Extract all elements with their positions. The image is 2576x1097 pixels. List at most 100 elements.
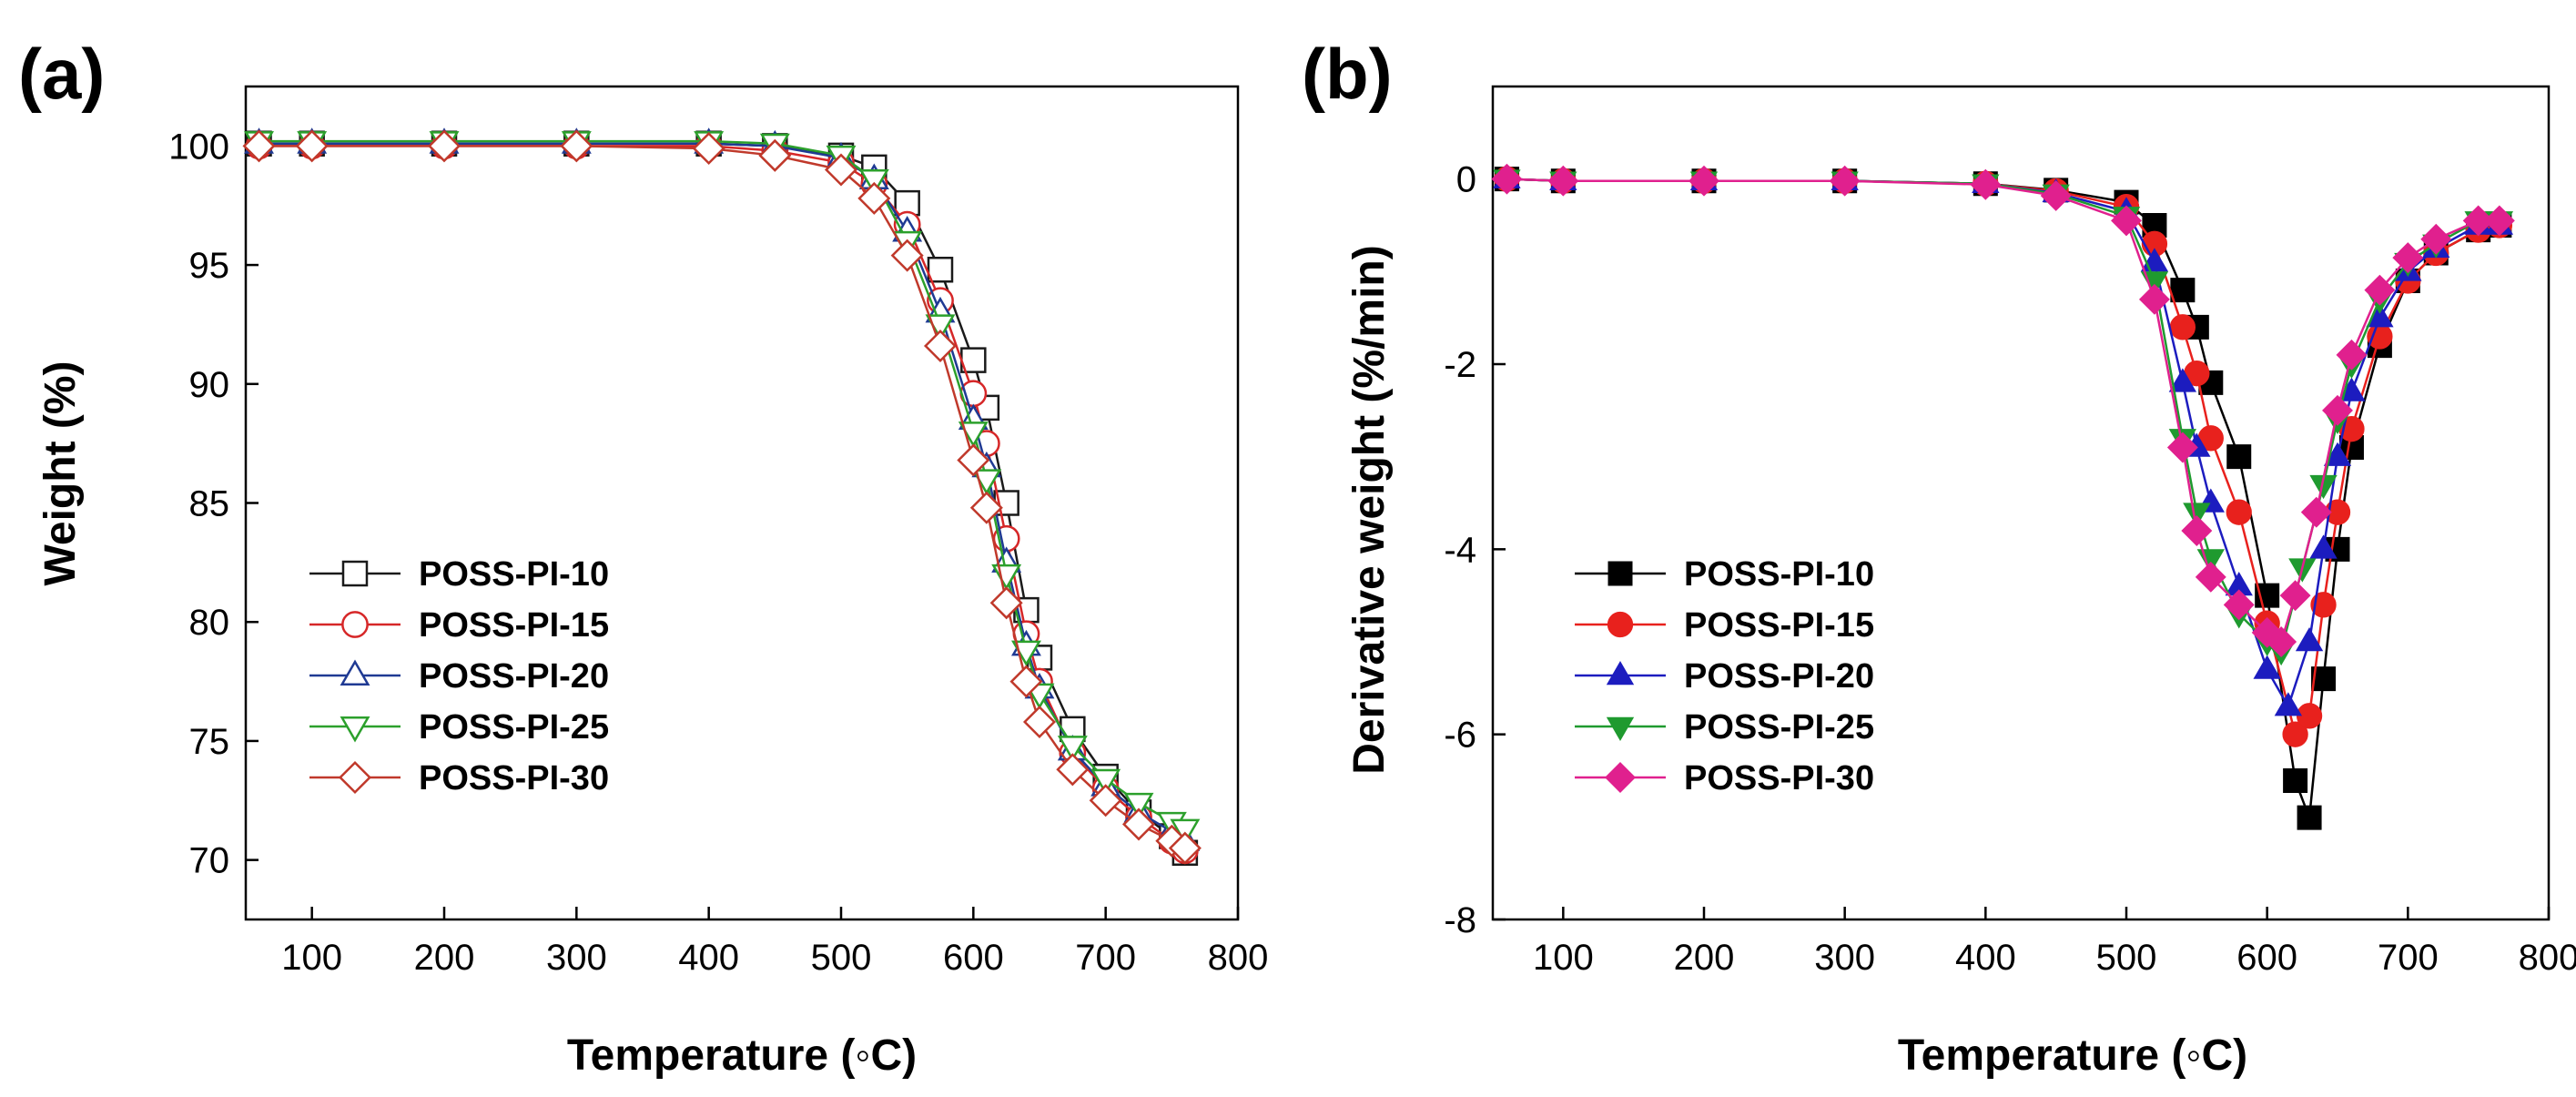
data-point (894, 189, 920, 217)
data-point (2169, 314, 2196, 340)
series-line (259, 145, 1186, 849)
series-line (1506, 178, 2500, 653)
legend-marker (340, 716, 370, 743)
data-point (2310, 592, 2337, 618)
data-point (2295, 627, 2324, 652)
x-tick-label: 700 (1075, 938, 1136, 978)
data-point (560, 129, 593, 163)
y-tick-label: 0 (1456, 160, 1476, 200)
legend-label: POSS-PI-30 (1684, 759, 1874, 797)
y-tick-label: 85 (189, 484, 230, 524)
x-tick-label: 600 (2236, 938, 2297, 978)
data-point (1056, 753, 1090, 787)
series-poss-pi-10 (1494, 167, 2512, 830)
y-tick-label: 100 (168, 127, 229, 167)
data-point (2367, 323, 2393, 350)
data-point (2223, 589, 2255, 621)
data-point (2166, 432, 2198, 463)
data-point (927, 257, 954, 283)
data-point (960, 347, 987, 373)
data-point (2282, 721, 2308, 747)
data-point (295, 129, 329, 163)
x-tick-label: 400 (1955, 938, 2016, 978)
data-point (2311, 666, 2337, 692)
legend-entry: POSS-PI-20 (1575, 657, 1874, 696)
panel-b-x-axis-title: Temperature (◦C) (1898, 1031, 2247, 1080)
legend-marker (338, 760, 372, 795)
y-tick-label: -2 (1444, 345, 1476, 385)
data-point (890, 239, 924, 272)
data-point (2274, 692, 2303, 716)
legend-entry: POSS-PI-30 (1575, 759, 1874, 797)
data-point (923, 329, 958, 362)
data-point (1057, 736, 1088, 762)
data-point (242, 129, 276, 163)
y-tick-label: 70 (189, 841, 230, 881)
panel-a-label: (a) (18, 34, 105, 114)
legend-marker (1607, 561, 1633, 586)
data-point (2138, 283, 2170, 315)
x-tick-label: 200 (1674, 938, 1735, 978)
plot-frame (1491, 85, 2551, 921)
x-tick-label: 700 (2378, 938, 2439, 978)
data-point (2420, 223, 2452, 255)
data-point (1689, 165, 1719, 197)
panel-a-plot: 100 200 300 400 500 600 700 800 70 75 80 85 90 95 100 P… (168, 85, 1269, 978)
legend-entry: POSS-PI-15 (309, 606, 609, 645)
y-tick-label: -4 (1444, 530, 1476, 570)
data-point (1168, 831, 1202, 865)
y-tick-label: 80 (189, 603, 230, 643)
data-point (1022, 705, 1057, 739)
data-point (2462, 205, 2494, 237)
legend-marker (1607, 611, 1634, 638)
legend-label: POSS-PI-15 (1684, 606, 1874, 645)
data-point (2183, 503, 2211, 527)
legend-entry: POSS-PI-20 (309, 657, 609, 696)
x-tick-label: 200 (414, 938, 475, 978)
x-tick-label: 300 (1814, 938, 1875, 978)
data-point (2040, 180, 2072, 211)
data-point (1090, 768, 1121, 796)
data-point (2251, 616, 2283, 648)
x-tick-label: 100 (1533, 938, 1594, 978)
data-point (2300, 496, 2332, 528)
data-point (2297, 805, 2322, 830)
x-tick-label: 600 (943, 938, 1004, 978)
x-tick-label: 800 (1208, 938, 1269, 978)
data-point (2483, 205, 2515, 237)
series-poss-pi-10 (246, 130, 1199, 867)
data-point (758, 138, 792, 172)
data-point (2170, 278, 2196, 303)
panel-a-x-axis-title: Temperature (◦C) (567, 1031, 917, 1080)
data-point (1970, 168, 2002, 200)
legend-marker (1605, 762, 1636, 793)
data-point (2111, 205, 2142, 237)
data-point (1123, 792, 1154, 819)
y-tick-label: -8 (1444, 900, 1476, 940)
series-line (1506, 178, 2500, 819)
data-point (858, 168, 889, 196)
data-point (1547, 165, 1579, 197)
legend-entry: POSS-PI-25 (1575, 708, 1874, 747)
legend-label: POSS-PI-20 (419, 657, 609, 696)
data-point (692, 131, 725, 165)
data-point (2322, 394, 2353, 426)
series-poss-pi-15 (245, 132, 1199, 865)
series-poss-pi-25 (244, 131, 1201, 846)
data-point (2168, 368, 2197, 392)
data-point (1089, 784, 1122, 818)
x-tick-label: 300 (546, 938, 607, 978)
series-line (259, 142, 1186, 842)
data-point (1121, 808, 1156, 841)
y-tick-label: 95 (189, 246, 230, 286)
panel-b-label: (b) (1302, 34, 1393, 114)
x-tick-label: 500 (2096, 938, 2157, 978)
series-poss-pi-20 (244, 127, 1201, 851)
x-tick-label: 100 (281, 938, 342, 978)
x-tick-label: 400 (678, 938, 739, 978)
data-point (2364, 274, 2396, 306)
data-point (2181, 515, 2213, 546)
series-poss-pi-30 (1491, 163, 2515, 657)
series-poss-pi-30 (242, 129, 1202, 865)
